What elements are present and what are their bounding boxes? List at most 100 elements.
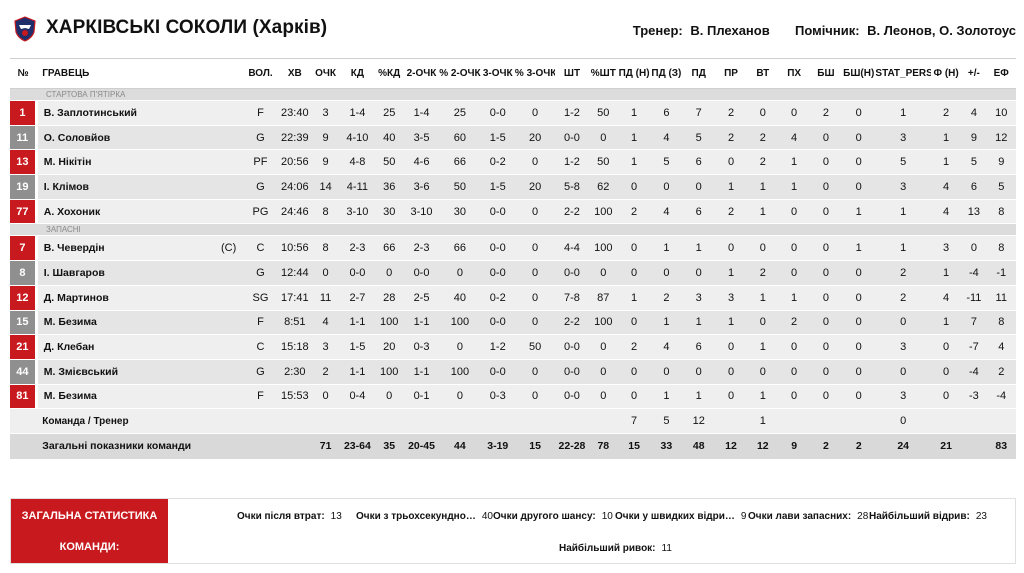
total-cell-p3p: 15 (514, 433, 556, 460)
stat-cell-ast: 2 (714, 100, 748, 126)
stat-cell-stl: 0 (778, 260, 810, 286)
player-name[interactable]: В. Заплотинський (36, 100, 186, 126)
player-row[interactable]: 44 М. Змієвський G 2:30 2 1-1 100 1-1 100 0-0 0 0-0… (10, 359, 1016, 385)
stat-cell-blk: 0 (809, 125, 843, 151)
stat-cell-p3: 0-0 (480, 235, 515, 262)
stat-cell-fg: 1-5 (340, 334, 375, 360)
stat-cell-min: 17:41 (278, 285, 311, 311)
player-row[interactable]: 12 Д. Мартинов SG 17:41 11 2-7 28 2-5 40 0-2 0 7-8 8… (10, 285, 1016, 311)
stat-cell-p2p: 66 (439, 149, 481, 176)
total-cell-ftp: 78 (588, 433, 618, 460)
column-header[interactable]: ЕФ (986, 58, 1016, 89)
stat-cell-sp: 3 (875, 174, 931, 200)
column-header[interactable]: %ШТ (588, 58, 618, 89)
column-header[interactable]: ВТ (747, 58, 779, 89)
column-header[interactable]: 3-ОЧК (480, 58, 515, 89)
player-row[interactable]: 15 М. Безима F 8:51 4 1-1 100 1-1 100 0-0 0 2-2 100 0… (10, 310, 1016, 336)
player-name[interactable]: В. Чевердін (36, 235, 186, 262)
column-header[interactable]: STAT_PERS… (875, 58, 931, 89)
stat-cell-p3: 1-5 (480, 174, 515, 200)
stat-cell-blk: 0 (809, 285, 843, 311)
player-name[interactable]: М. Безима (36, 384, 186, 410)
stat-cell-min: 8:51 (278, 310, 311, 336)
column-header[interactable]: % 2-ОЧК (439, 58, 481, 89)
summary-stat: Найбільший ривок: 11 (559, 543, 672, 554)
column-header[interactable]: 2-ОЧК (403, 58, 440, 89)
stat-cell-ft: 7-8 (555, 285, 589, 311)
stat-cell-fg: 2-7 (340, 285, 375, 311)
stat-cell-pos: G (242, 260, 279, 286)
column-header[interactable]: Ф (Н) (930, 58, 962, 89)
stat-cell-blk: 2 (809, 100, 843, 126)
stat-cell-blk (809, 408, 843, 434)
player-number: 8 (10, 260, 38, 286)
column-header[interactable]: ХВ (278, 58, 311, 89)
column-header[interactable]: ПД (682, 58, 715, 89)
stat-cell-eff: 12 (986, 125, 1016, 151)
player-name[interactable]: М. Нікітін (36, 149, 186, 176)
player-row[interactable]: 21 Д. Клебан C 15:18 3 1-5 20 0-3 0 1-2 50 0-0 0 2 4 6 0… (10, 334, 1016, 360)
column-header[interactable]: ГРАВЕЦЬ (36, 58, 186, 89)
stat-cell-p2p: 40 (439, 285, 481, 311)
column-header[interactable]: %КД (374, 58, 404, 89)
stat-cell-p2p: 100 (439, 310, 481, 336)
stat-cell-reb: 3 (682, 285, 715, 311)
column-header[interactable]: ОЧК (310, 58, 341, 89)
stat-cell-drb: 5 (650, 408, 683, 434)
column-header[interactable]: ПХ (778, 58, 810, 89)
stat-cell-ast: 0 (714, 359, 748, 385)
player-row[interactable]: 77 А. Хохоник PG 24:46 8 3-10 30 3-10 30 0-0 0 2-2 1… (10, 199, 1016, 225)
player-name[interactable]: О. Соловйов (36, 125, 186, 151)
column-header[interactable]: ПД (З) (650, 58, 683, 89)
player-name[interactable]: М. Безима (36, 310, 186, 336)
stat-cell-p3: 0-0 (480, 100, 515, 126)
player-name[interactable]: І. Клімов (36, 174, 186, 200)
stat-cell-eff: 10 (986, 100, 1016, 126)
column-header[interactable] (185, 58, 243, 89)
stat-cell-fg: 4-11 (340, 174, 375, 200)
column-header[interactable]: БШ (809, 58, 843, 89)
stat-cell-stl (778, 408, 810, 434)
stat-cell-blka: 0 (842, 384, 876, 410)
player-row[interactable]: 19 І. Клімов G 24:06 14 4-11 36 3-6 50 1-5 20 5-8 62… (10, 174, 1016, 200)
column-header[interactable]: № (10, 58, 37, 89)
column-header[interactable]: ВОЛ. (242, 58, 279, 89)
stat-cell-tov: 1 (747, 408, 779, 434)
player-row[interactable]: 81 М. Безима F 15:53 0 0-4 0 0-1 0 0-3 0 0-0 0 0 1 1 0 1 0… (10, 384, 1016, 410)
player-number: 7 (10, 235, 38, 262)
column-header[interactable]: ПД (Н) (617, 58, 651, 89)
player-name[interactable]: А. Хохоник (36, 199, 186, 225)
player-name[interactable]: М. Змієвський (36, 359, 186, 385)
player-row[interactable]: 11 О. Соловйов G 22:39 9 4-10 40 3-5 60 1-5 20 0-0 0… (10, 125, 1016, 151)
coach-label: Тренер: (632, 23, 683, 38)
column-header[interactable]: +/- (961, 58, 987, 89)
column-header[interactable]: КД (340, 58, 375, 89)
stat-cell-ast: 0 (714, 384, 748, 410)
player-name[interactable]: І. Шавгаров (36, 260, 186, 286)
stat-cell-pos: PG (242, 199, 279, 225)
player-name[interactable]: Д. Клебан (36, 334, 186, 360)
stat-cell-p2 (403, 408, 440, 434)
column-header[interactable]: ПР (714, 58, 748, 89)
player-row[interactable]: 8 І. Шавгаров G 12:44 0 0-0 0 0-0 0 0-0 0 0-0 0 0 0 0 1 2… (10, 260, 1016, 286)
player-number: 81 (10, 384, 38, 410)
column-header[interactable]: % 3-ОЧК (514, 58, 556, 89)
stat-cell-stl: 0 (778, 235, 810, 262)
stat-cell-reb: 12 (682, 408, 715, 434)
player-row[interactable]: 13 М. Нікітін PF 20:56 9 4-8 50 4-6 66 0-2 0 1-2 50 1… (10, 149, 1016, 176)
player-name[interactable]: Д. Мартинов (36, 285, 186, 311)
summary-label-line2: КОМАНДИ: (59, 541, 120, 553)
column-header[interactable]: ШТ (555, 58, 589, 89)
empty-cell (10, 433, 37, 460)
player-row[interactable]: 7 В. Чевердін (C) C 10:56 8 2-3 66 2-3 66 0-0 0 4-4 1… (10, 235, 1016, 262)
stat-cell-tov: 2 (747, 260, 779, 286)
column-header[interactable]: БШ(Н) (842, 58, 876, 89)
captain-badge: (C) (185, 235, 243, 262)
stat-cell-orb: 2 (617, 199, 651, 225)
stat-cell-pos: G (242, 174, 279, 200)
player-row[interactable]: 1 В. Заплотинський F 23:40 3 1-4 25 1-4 25 0-0 0 1-… (10, 100, 1016, 126)
stat-cell-p2: 1-1 (403, 359, 440, 385)
stat-cell-fg: 3-10 (340, 199, 375, 225)
stat-cell-orb: 0 (617, 359, 651, 385)
stat-cell-p2: 0-3 (403, 334, 440, 360)
